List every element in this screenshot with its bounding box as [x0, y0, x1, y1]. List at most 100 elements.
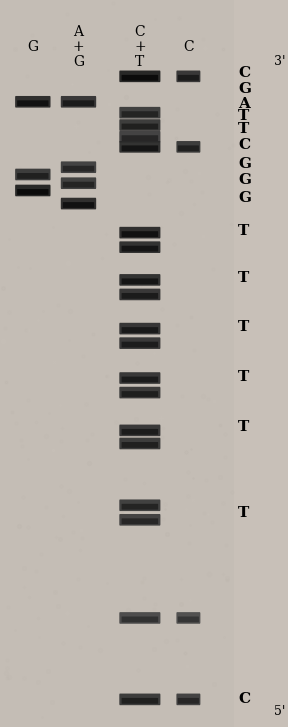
Point [69, 79, 74, 90]
Point [22, 672, 26, 684]
Point [207, 568, 212, 579]
Point [141, 516, 145, 528]
Point [76, 116, 81, 128]
Text: G: G [238, 156, 251, 171]
Point [89, 505, 93, 517]
Point [124, 33, 129, 45]
Point [146, 171, 150, 182]
Point [50, 696, 54, 707]
Point [167, 523, 172, 535]
Point [206, 393, 211, 405]
Point [72, 650, 76, 662]
Point [5, 601, 10, 613]
Point [123, 473, 128, 485]
Point [116, 477, 121, 489]
Point [179, 598, 183, 610]
Point [38, 549, 43, 561]
Point [65, 608, 69, 619]
Point [145, 526, 150, 538]
Point [164, 596, 168, 608]
Point [90, 428, 94, 440]
Point [201, 151, 205, 163]
Point [226, 500, 231, 512]
Point [104, 659, 109, 671]
Point [31, 16, 35, 28]
Point [107, 98, 111, 110]
Point [104, 370, 109, 382]
Point [30, 39, 35, 50]
Point [185, 466, 190, 478]
Text: A: A [238, 97, 250, 111]
Point [4, 667, 9, 678]
FancyBboxPatch shape [15, 185, 50, 196]
Point [133, 413, 138, 425]
Text: 3': 3' [274, 55, 285, 68]
Point [5, 654, 10, 665]
Point [50, 444, 55, 456]
Point [43, 577, 47, 588]
Point [24, 324, 28, 335]
Text: A
+
G: A + G [73, 25, 84, 69]
FancyBboxPatch shape [17, 100, 48, 106]
FancyBboxPatch shape [119, 241, 160, 253]
Point [139, 280, 143, 292]
Point [164, 635, 168, 647]
Point [88, 544, 93, 555]
Point [182, 647, 187, 659]
Point [230, 140, 235, 151]
Point [148, 319, 153, 331]
Point [180, 390, 184, 402]
Point [5, 672, 10, 684]
Point [59, 480, 63, 491]
Point [61, 638, 65, 649]
FancyBboxPatch shape [122, 391, 158, 397]
Point [218, 419, 222, 430]
Text: T: T [238, 420, 250, 435]
Point [188, 595, 193, 606]
Point [56, 600, 60, 611]
Point [221, 631, 226, 643]
Point [179, 207, 183, 219]
Point [160, 115, 164, 126]
Point [41, 232, 46, 244]
Text: T: T [238, 224, 250, 238]
Point [1, 334, 5, 346]
Point [14, 174, 18, 185]
Point [20, 497, 24, 509]
Point [46, 515, 50, 526]
Point [90, 418, 94, 430]
Point [183, 504, 188, 515]
Point [58, 399, 62, 411]
Point [105, 577, 109, 589]
FancyBboxPatch shape [61, 161, 96, 173]
Point [20, 441, 24, 452]
FancyBboxPatch shape [119, 337, 160, 349]
FancyBboxPatch shape [63, 202, 94, 208]
Point [191, 614, 196, 626]
Point [130, 62, 135, 73]
Point [97, 645, 102, 656]
FancyBboxPatch shape [119, 289, 160, 300]
Point [80, 198, 85, 209]
Point [60, 550, 65, 562]
Point [156, 245, 161, 257]
FancyBboxPatch shape [119, 372, 160, 384]
Point [158, 411, 163, 423]
FancyBboxPatch shape [119, 227, 160, 238]
Text: T: T [238, 270, 250, 285]
Point [53, 587, 58, 598]
FancyBboxPatch shape [119, 514, 160, 526]
Point [177, 12, 181, 24]
Point [65, 8, 69, 20]
FancyBboxPatch shape [176, 694, 200, 705]
Point [220, 497, 225, 509]
Point [21, 491, 26, 503]
FancyBboxPatch shape [119, 131, 160, 142]
FancyBboxPatch shape [178, 75, 199, 81]
Point [163, 506, 168, 518]
Point [44, 501, 49, 513]
Point [208, 645, 213, 656]
Point [175, 634, 179, 646]
Point [88, 142, 93, 154]
Point [11, 262, 16, 274]
